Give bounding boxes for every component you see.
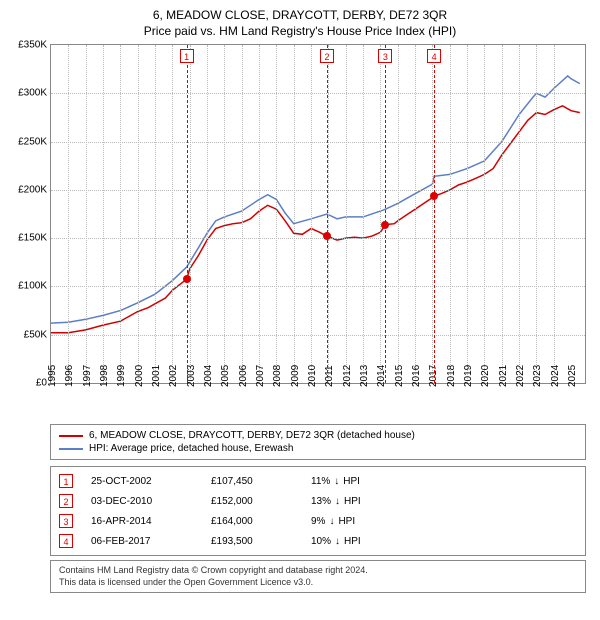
title-block: 6, MEADOW CLOSE, DRAYCOTT, DERBY, DE72 3… bbox=[0, 0, 600, 38]
legend-swatch-hpi bbox=[59, 448, 83, 450]
title-subtitle: Price paid vs. HM Land Registry's House … bbox=[0, 24, 600, 38]
x-axis-label: 2002 bbox=[168, 365, 179, 387]
down-arrow-icon: ↓ bbox=[335, 536, 340, 547]
down-arrow-icon: ↓ bbox=[329, 516, 334, 527]
sale-marker: 2 bbox=[59, 494, 73, 508]
x-axis-label: 2008 bbox=[272, 365, 283, 387]
sale-marker: 3 bbox=[59, 514, 73, 528]
y-axis-label: £200K bbox=[18, 184, 51, 195]
x-axis-label: 2023 bbox=[532, 365, 543, 387]
x-axis-label: 2024 bbox=[550, 365, 561, 387]
x-axis-label: 2001 bbox=[151, 365, 162, 387]
x-axis-label: 2000 bbox=[134, 365, 145, 387]
x-axis-label: 2022 bbox=[515, 365, 526, 387]
legend-swatch-property bbox=[59, 435, 83, 437]
sale-price: £193,500 bbox=[211, 536, 311, 547]
sale-row: 4 06-FEB-2017 £193,500 10% ↓ HPI bbox=[59, 531, 577, 551]
chart-area: £0£50K£100K£150K£200K£250K£300K£350K1995… bbox=[50, 44, 586, 384]
x-axis-label: 1996 bbox=[64, 365, 75, 387]
y-axis-label: £150K bbox=[18, 233, 51, 244]
sale-date: 16-APR-2014 bbox=[91, 516, 211, 527]
legend: 6, MEADOW CLOSE, DRAYCOTT, DERBY, DE72 3… bbox=[50, 424, 586, 460]
x-axis-label: 1995 bbox=[47, 365, 58, 387]
x-axis-label: 1997 bbox=[82, 365, 93, 387]
title-address: 6, MEADOW CLOSE, DRAYCOTT, DERBY, DE72 3… bbox=[0, 8, 600, 22]
x-axis-label: 2009 bbox=[290, 365, 301, 387]
x-axis-label: 2013 bbox=[359, 365, 370, 387]
y-axis-label: £300K bbox=[18, 88, 51, 99]
down-arrow-icon: ↓ bbox=[335, 496, 340, 507]
x-axis-label: 2020 bbox=[480, 365, 491, 387]
sale-date: 25-OCT-2002 bbox=[91, 476, 211, 487]
sale-price: £107,450 bbox=[211, 476, 311, 487]
x-axis-label: 2015 bbox=[394, 365, 405, 387]
x-axis-label: 1999 bbox=[116, 365, 127, 387]
sale-date: 06-FEB-2017 bbox=[91, 536, 211, 547]
legend-label-property: 6, MEADOW CLOSE, DRAYCOTT, DERBY, DE72 3… bbox=[89, 430, 415, 441]
x-axis-label: 2019 bbox=[463, 365, 474, 387]
y-axis-label: £250K bbox=[18, 136, 51, 147]
footer-line1: Contains HM Land Registry data © Crown c… bbox=[59, 565, 577, 577]
sale-marker: 4 bbox=[59, 534, 73, 548]
sale-row: 3 16-APR-2014 £164,000 9% ↓ HPI bbox=[59, 511, 577, 531]
legend-label-hpi: HPI: Average price, detached house, Erew… bbox=[89, 443, 293, 454]
x-axis-label: 2021 bbox=[498, 365, 509, 387]
footer: Contains HM Land Registry data © Crown c… bbox=[50, 560, 586, 593]
x-axis-label: 2004 bbox=[203, 365, 214, 387]
legend-row: 6, MEADOW CLOSE, DRAYCOTT, DERBY, DE72 3… bbox=[59, 429, 577, 442]
x-axis-label: 2010 bbox=[307, 365, 318, 387]
x-axis-label: 2005 bbox=[220, 365, 231, 387]
sale-row: 2 03-DEC-2010 £152,000 13% ↓ HPI bbox=[59, 491, 577, 511]
sale-price: £152,000 bbox=[211, 496, 311, 507]
footer-line2: This data is licensed under the Open Gov… bbox=[59, 577, 577, 589]
sale-marker-flag: 2 bbox=[320, 49, 334, 63]
sale-diff: 13% ↓ HPI bbox=[311, 496, 421, 507]
x-axis-label: 2025 bbox=[567, 365, 578, 387]
x-axis-label: 2007 bbox=[255, 365, 266, 387]
chart-lines-svg bbox=[51, 45, 585, 383]
sale-row: 1 25-OCT-2002 £107,450 11% ↓ HPI bbox=[59, 471, 577, 491]
down-arrow-icon: ↓ bbox=[334, 476, 339, 487]
sale-marker-flag: 3 bbox=[378, 49, 392, 63]
sale-marker-flag: 4 bbox=[427, 49, 441, 63]
sale-diff: 11% ↓ HPI bbox=[311, 476, 421, 487]
x-axis-label: 2016 bbox=[411, 365, 422, 387]
sales-table: 1 25-OCT-2002 £107,450 11% ↓ HPI 2 03-DE… bbox=[50, 466, 586, 556]
x-axis-label: 2018 bbox=[446, 365, 457, 387]
sale-price: £164,000 bbox=[211, 516, 311, 527]
y-axis-label: £100K bbox=[18, 281, 51, 292]
x-axis-label: 2012 bbox=[342, 365, 353, 387]
sale-marker: 1 bbox=[59, 474, 73, 488]
y-axis-label: £350K bbox=[18, 40, 51, 51]
chart-container: 6, MEADOW CLOSE, DRAYCOTT, DERBY, DE72 3… bbox=[0, 0, 600, 593]
sale-diff: 9% ↓ HPI bbox=[311, 516, 421, 527]
sale-marker-flag: 1 bbox=[180, 49, 194, 63]
sale-date: 03-DEC-2010 bbox=[91, 496, 211, 507]
y-axis-label: £50K bbox=[24, 329, 51, 340]
legend-row: HPI: Average price, detached house, Erew… bbox=[59, 442, 577, 455]
sale-diff: 10% ↓ HPI bbox=[311, 536, 421, 547]
x-axis-label: 2006 bbox=[238, 365, 249, 387]
x-axis-label: 1998 bbox=[99, 365, 110, 387]
